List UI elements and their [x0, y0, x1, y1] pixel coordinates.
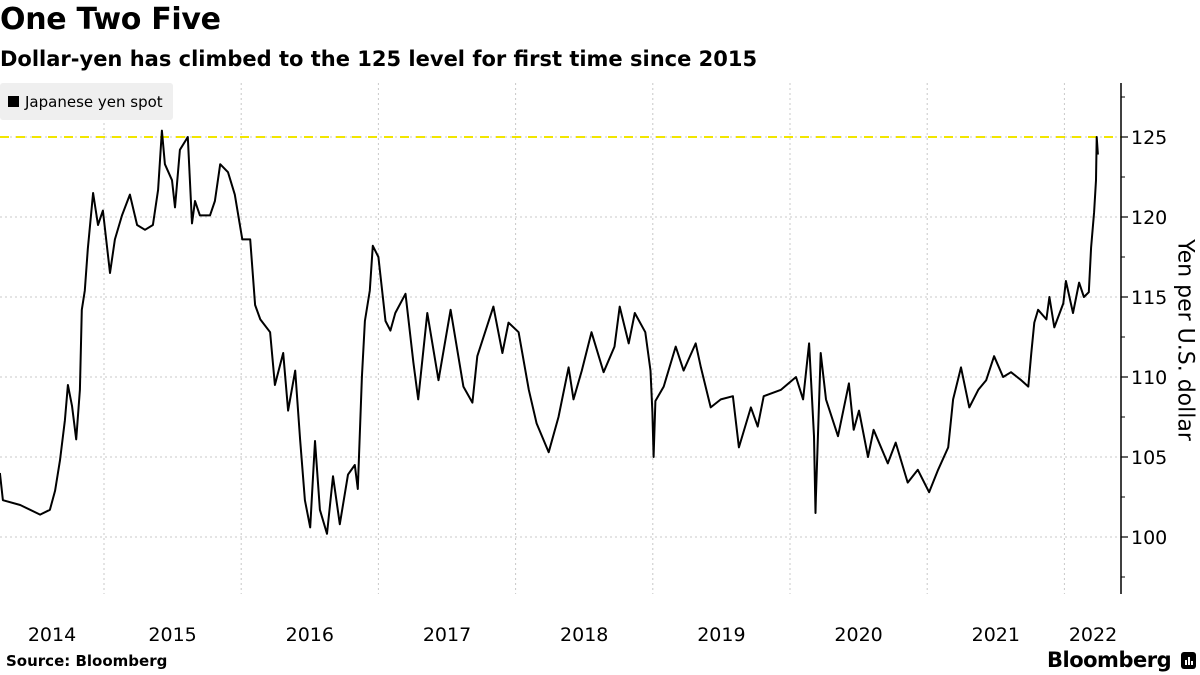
series-line-japanese-yen-spot: [0, 129, 1099, 535]
x-tick-label: 2015: [148, 624, 196, 646]
y-axis-label: Yen per U.S. dollar: [1172, 239, 1198, 441]
y-tick-label: 100: [1131, 527, 1167, 549]
brand-name: Bloomberg: [1047, 648, 1172, 672]
legend-label: Japanese yen spot: [25, 92, 163, 111]
bloomberg-chart-icon: [1181, 651, 1197, 669]
x-tick-label: 2018: [560, 624, 608, 646]
x-tick-label: 2022: [1069, 624, 1117, 646]
y-tick-label: 105: [1131, 447, 1167, 469]
bloomberg-logo: Bloomberg: [1047, 648, 1197, 672]
x-tick-label: 2014: [28, 624, 76, 646]
source-note: Source: Bloomberg: [6, 652, 168, 670]
x-tick-label: 2021: [972, 624, 1020, 646]
x-tick-label: 2019: [697, 624, 745, 646]
x-tick-label: 2020: [834, 624, 882, 646]
legend-swatch-icon: [8, 96, 19, 107]
legend: Japanese yen spot: [0, 83, 173, 120]
y-tick-label: 115: [1131, 287, 1167, 309]
y-axis: 100 105 110 115 120 125: [1120, 83, 1167, 594]
y-tick-label: 120: [1131, 207, 1167, 229]
chart-title: One Two Five: [0, 2, 221, 37]
y-tick-label: 110: [1131, 367, 1167, 389]
y-tick-label: 125: [1131, 127, 1167, 149]
x-tick-label: 2016: [286, 624, 334, 646]
x-axis: 2014 2015 2016 2017 2018 2019 2020 2021 2022: [28, 624, 1117, 646]
x-tick-label: 2017: [423, 624, 471, 646]
chart-subtitle: Dollar-yen has climbed to the 125 level …: [0, 47, 758, 71]
grid: [0, 83, 1121, 594]
